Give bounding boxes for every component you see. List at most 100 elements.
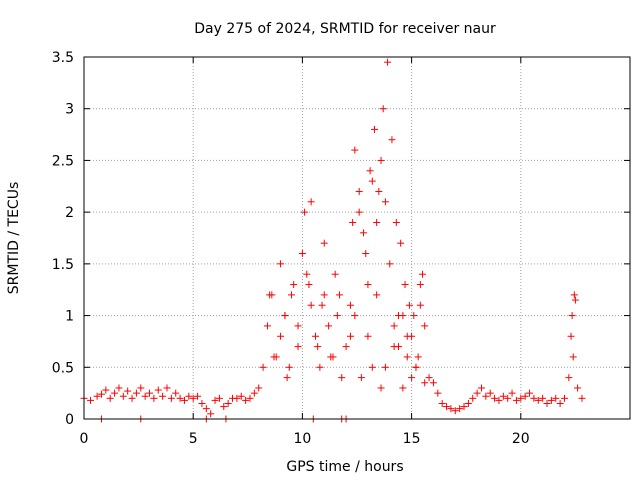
data-point — [119, 392, 127, 400]
data-point — [316, 363, 324, 371]
data-point — [141, 392, 149, 400]
data-point — [405, 301, 413, 309]
x-tick-labels: 0 5 10 15 20 — [80, 431, 530, 447]
data-point — [362, 250, 370, 258]
data-point — [87, 396, 95, 404]
x-tick-label: 10 — [293, 431, 311, 447]
data-point — [351, 312, 359, 320]
data-point — [97, 390, 105, 398]
data-point — [443, 403, 451, 411]
data-point — [237, 392, 245, 400]
data-point — [377, 156, 385, 164]
data-point — [287, 291, 295, 299]
data-point — [93, 392, 101, 400]
data-point — [220, 403, 228, 411]
data-point — [266, 291, 274, 299]
data-point — [508, 389, 516, 397]
data-point — [567, 332, 575, 340]
data-point — [486, 389, 494, 397]
data-point — [381, 363, 389, 371]
data-point — [150, 394, 158, 402]
data-point — [336, 291, 344, 299]
data-point — [375, 187, 383, 195]
data-point — [128, 394, 136, 402]
data-point — [346, 332, 354, 340]
data-point — [305, 281, 313, 289]
data-point — [460, 403, 468, 411]
data-point — [381, 198, 389, 206]
data-point — [482, 392, 490, 400]
data-point — [189, 394, 197, 402]
data-point — [360, 229, 368, 237]
data-point — [250, 389, 258, 397]
data-point — [499, 392, 507, 400]
data-point — [495, 396, 503, 404]
data-point — [281, 312, 289, 320]
data-point — [294, 343, 302, 351]
data-point — [263, 322, 271, 330]
data-point — [233, 394, 241, 402]
data-point — [434, 389, 442, 397]
data-point — [368, 363, 376, 371]
y-tick-label: 3.5 — [52, 50, 74, 66]
y-tick-label: 2.5 — [52, 153, 74, 169]
data-point — [392, 218, 400, 226]
data-point — [298, 250, 306, 258]
data-point — [146, 389, 154, 397]
data-point — [408, 374, 416, 382]
data-point — [224, 399, 232, 407]
data-point — [504, 394, 512, 402]
data-point — [560, 394, 568, 402]
data-point — [364, 281, 372, 289]
data-point — [565, 374, 573, 382]
data-point — [438, 399, 446, 407]
data-point — [526, 389, 534, 397]
data-point — [312, 332, 320, 340]
data-point — [477, 384, 485, 392]
data-point — [290, 281, 298, 289]
plot-frame — [83, 56, 631, 420]
data-point — [447, 405, 455, 413]
data-point — [176, 394, 184, 402]
data-point — [366, 167, 374, 175]
data-point — [194, 392, 202, 400]
data-point — [307, 198, 315, 206]
x-axis-label: GPS time / hours — [286, 459, 403, 475]
data-point — [386, 260, 394, 268]
x-tick-label: 20 — [512, 431, 530, 447]
data-point — [325, 322, 333, 330]
x-tick-label: 15 — [403, 431, 421, 447]
data-point — [425, 374, 433, 382]
data-point — [416, 281, 424, 289]
data-point — [342, 343, 350, 351]
data-point — [215, 394, 223, 402]
data-point — [255, 384, 263, 392]
data-point — [578, 394, 586, 402]
data-point — [314, 343, 322, 351]
data-point — [414, 353, 422, 361]
data-point — [115, 384, 123, 392]
data-point — [355, 187, 363, 195]
data-point — [399, 384, 407, 392]
data-point — [277, 332, 285, 340]
data-point — [421, 322, 429, 330]
data-point — [370, 125, 378, 133]
data-point — [530, 394, 538, 402]
data-point — [346, 301, 354, 309]
data-point — [137, 384, 145, 392]
data-point — [379, 105, 387, 113]
data-point — [390, 343, 398, 351]
data-point — [373, 218, 381, 226]
data-point — [512, 396, 520, 404]
axis-ticks — [83, 56, 630, 420]
data-point — [259, 363, 267, 371]
y-tick-label: 1 — [65, 309, 74, 325]
data-point — [377, 384, 385, 392]
data-point — [301, 208, 309, 216]
data-point — [388, 136, 396, 144]
data-point — [570, 291, 578, 299]
data-point — [106, 394, 114, 402]
data-point — [211, 396, 219, 404]
data-point — [102, 386, 110, 394]
